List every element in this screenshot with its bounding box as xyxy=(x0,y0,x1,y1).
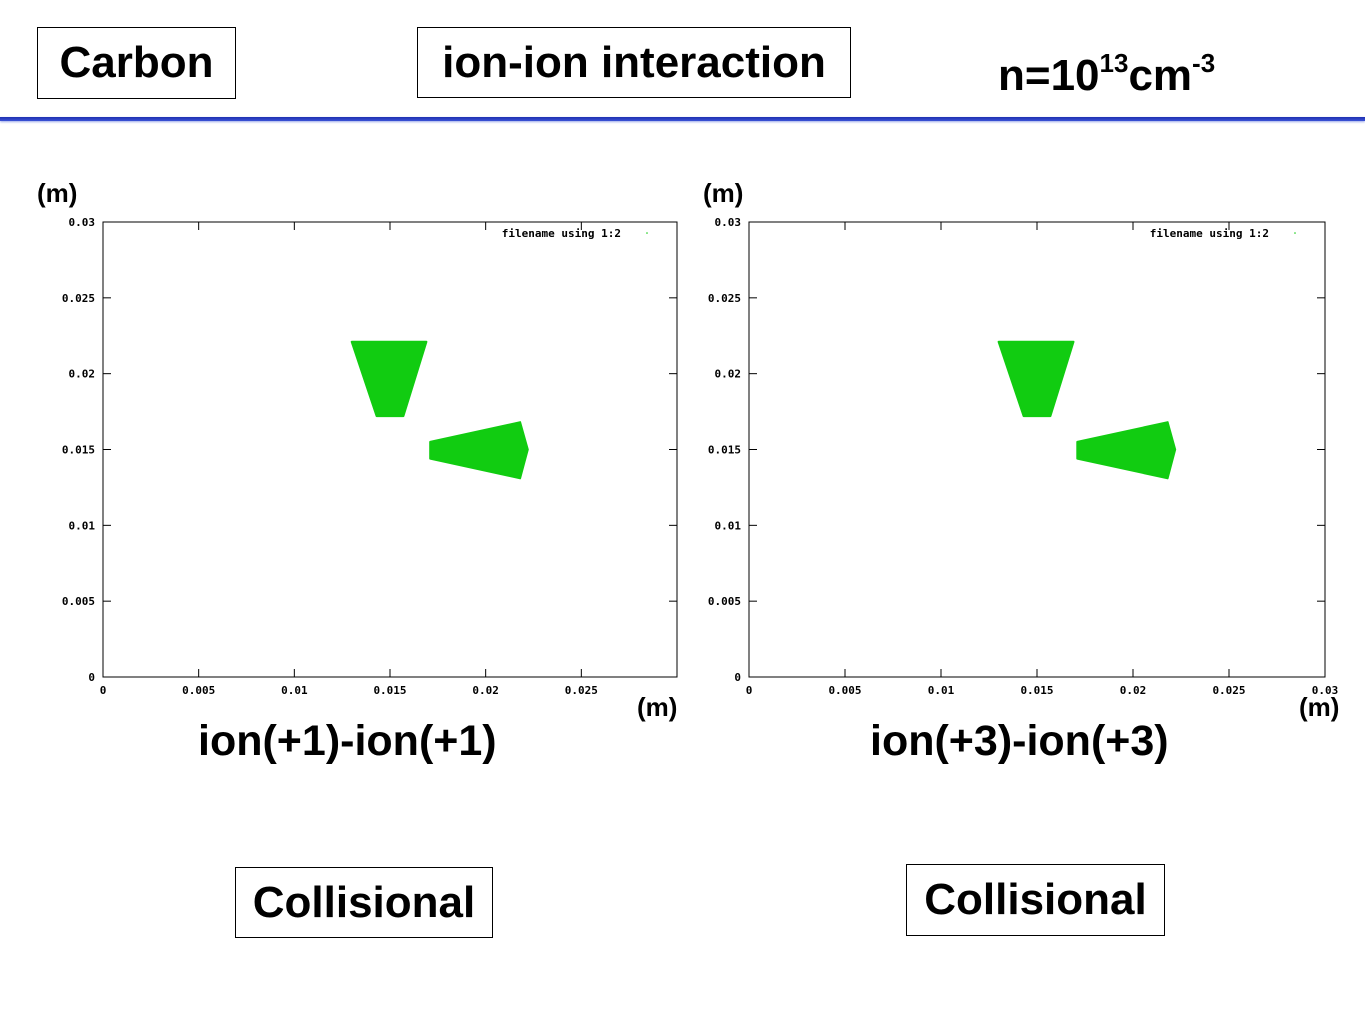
x-tick-label: 0.03 xyxy=(1312,684,1339,697)
y-tick-label: 0.01 xyxy=(69,519,96,532)
plot-frame xyxy=(748,221,1326,678)
left-collisional-label: Collisional xyxy=(252,877,476,927)
left-scatter-plot: 0 0.005 0.01 0.015 0.02 0.025 0.03 0 0.005 0.01 0.… xyxy=(62,216,678,697)
right-scatter-plot: 0 0.005 0.01 0.015 0.02 0.025 0.03 0 0.005 0.01 0.… xyxy=(708,216,1339,697)
density-exponent: 13 xyxy=(1099,48,1129,78)
plot-frame xyxy=(102,221,678,678)
x-tick-label: 0.015 xyxy=(1020,684,1053,697)
y-tick-label: 0.025 xyxy=(62,292,95,305)
y-tick-label: 0.005 xyxy=(62,595,95,608)
element-label-box: Carbon xyxy=(37,27,236,99)
y-tick-label: 0.03 xyxy=(715,216,742,229)
left-caption: ion(+1)-ion(+1) xyxy=(198,717,497,765)
density-prefix: n=10 xyxy=(998,51,1100,100)
density-label: n=1013cm-3 xyxy=(998,38,1215,101)
x-tick-label: 0.005 xyxy=(182,684,215,697)
x-tick-label: 0.02 xyxy=(1120,684,1147,697)
left-collisional-box: Collisional xyxy=(235,867,493,938)
y-tick-label: 0.02 xyxy=(69,368,96,381)
left-y-unit: (m) xyxy=(37,178,78,208)
y-tick-label: 0.01 xyxy=(715,519,742,532)
right-x-unit: (m) xyxy=(1299,692,1340,722)
header-divider xyxy=(0,117,1365,121)
legend-marker xyxy=(646,232,648,234)
right-y-unit: (m) xyxy=(703,178,744,208)
x-tick-label: 0.025 xyxy=(565,684,598,697)
particle-region xyxy=(997,340,1075,418)
y-tick-label: 0.02 xyxy=(715,368,742,381)
topic-label: ion-ion interaction xyxy=(442,37,826,87)
x-tick-label: 0 xyxy=(746,684,753,697)
x-tick-label: 0.01 xyxy=(281,684,308,697)
density-unit: cm xyxy=(1128,51,1193,100)
y-tick-label: 0.015 xyxy=(62,444,95,457)
particle-region xyxy=(1076,421,1177,480)
y-tick-label: 0.03 xyxy=(69,216,96,229)
y-tick-label: 0.025 xyxy=(708,292,741,305)
legend-label: filename using 1:2 xyxy=(502,227,621,240)
right-caption: ion(+3)-ion(+3) xyxy=(870,717,1169,765)
x-tick-label: 0.025 xyxy=(1212,684,1245,697)
element-label: Carbon xyxy=(59,38,214,87)
y-tick-label: 0.015 xyxy=(708,444,741,457)
left-x-unit: (m) xyxy=(637,692,678,722)
particle-region xyxy=(350,340,428,418)
density-unit-exponent: -3 xyxy=(1192,48,1216,78)
x-tick-label: 0.005 xyxy=(828,684,861,697)
right-collisional-label: Collisional xyxy=(924,875,1147,924)
right-collisional-box: Collisional xyxy=(906,864,1165,936)
topic-label-box: ion-ion interaction xyxy=(417,27,851,98)
particle-region xyxy=(429,421,529,480)
legend-label: filename using 1:2 xyxy=(1150,227,1269,240)
y-tick-label: 0.005 xyxy=(708,595,741,608)
x-tick-label: 0 xyxy=(100,684,107,697)
legend-marker xyxy=(1294,232,1296,234)
y-tick-label: 0 xyxy=(88,671,95,684)
x-tick-label: 0.02 xyxy=(472,684,499,697)
x-tick-label: 0.01 xyxy=(928,684,955,697)
y-tick-label: 0 xyxy=(734,671,741,684)
x-tick-label: 0.015 xyxy=(373,684,406,697)
